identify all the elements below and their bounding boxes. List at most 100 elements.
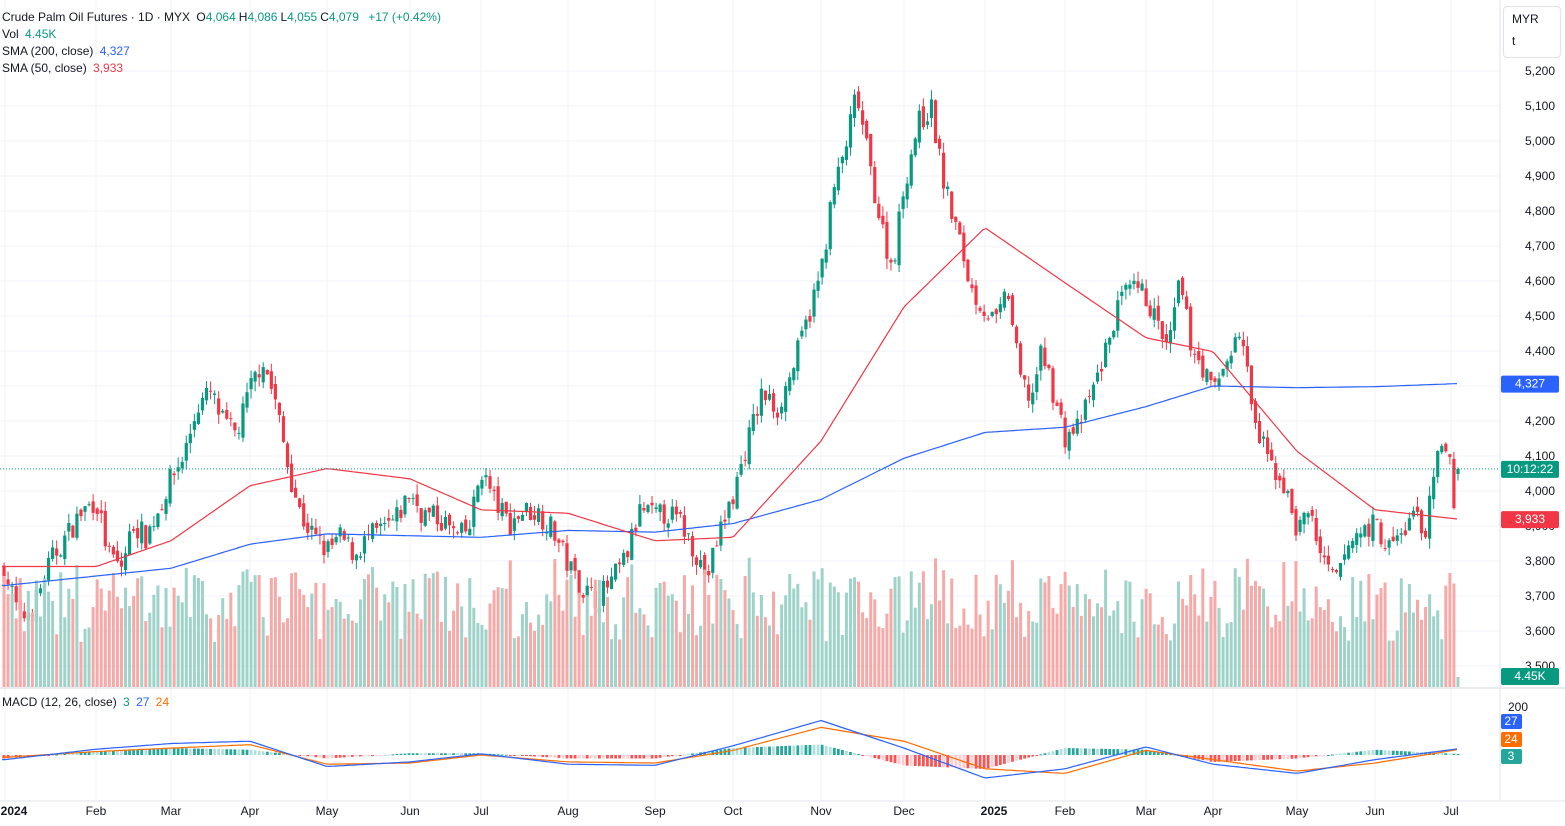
volume-bar: [1221, 637, 1225, 687]
volume-bar: [225, 618, 229, 687]
volume-bar: [47, 591, 51, 687]
candle-body: [1363, 525, 1367, 537]
x-tick-label: Mar: [161, 804, 182, 818]
legend-sma200-row[interactable]: SMA (200, close) 4,327: [2, 43, 133, 60]
macd-hist-bar: [687, 753, 690, 755]
macd-hist-bar: [674, 755, 678, 756]
candle-body: [933, 100, 938, 144]
candle-body: [1128, 284, 1132, 289]
volume-bar: [67, 588, 71, 687]
volume-bar: [699, 625, 703, 687]
macd-hist-bar: [55, 754, 59, 756]
candle-body: [484, 475, 488, 478]
ohlc-value-o: 4,064: [205, 10, 236, 24]
volume-bar: [630, 564, 634, 687]
volume-bar: [1326, 599, 1330, 687]
volume-bar: [703, 569, 707, 687]
candle-body: [1213, 378, 1217, 382]
macd-hist-bar: [614, 755, 617, 759]
candle-body: [71, 525, 75, 538]
volume-bar: [557, 594, 561, 687]
sma50-value: 3,933: [93, 61, 124, 75]
macd-hist-bar: [573, 755, 577, 759]
volume-bar: [249, 581, 253, 687]
volume-bar: [759, 595, 763, 687]
macd-legend[interactable]: MACD (12, 26, close) 3 27 24: [2, 694, 172, 711]
candle-body: [1002, 291, 1006, 308]
candle-body: [443, 517, 448, 529]
candle-body: [180, 461, 184, 469]
volume-bar: [678, 632, 682, 687]
candle-body: [844, 146, 849, 160]
candle-body: [929, 99, 934, 118]
candle-body: [447, 514, 452, 526]
candle-body: [370, 523, 375, 540]
candle-body: [605, 580, 610, 588]
candle-body: [711, 547, 715, 573]
volume-bar: [646, 625, 650, 687]
macd-hist-bar: [346, 755, 350, 758]
volume-bar: [925, 619, 929, 687]
macd-hist-bar: [1116, 749, 1120, 755]
volume-bar: [1440, 639, 1444, 687]
macd-hist-bar: [71, 753, 75, 755]
volume-bar: [1039, 578, 1043, 687]
volume-bar: [711, 623, 715, 687]
candle-body: [970, 284, 974, 289]
volume-bar: [691, 585, 695, 687]
symbol-title[interactable]: Crude Palm Oil Futures · 1D · MYX: [2, 10, 191, 24]
volume-bar: [1213, 580, 1217, 687]
macd-hist-bar: [909, 755, 913, 766]
macd-hist-bar: [188, 748, 192, 755]
candle-body: [38, 588, 43, 594]
volume-bar: [877, 626, 881, 687]
candle-body: [885, 221, 889, 259]
candle-body: [1371, 514, 1375, 541]
volume-bar: [1282, 562, 1286, 687]
candle-body: [767, 394, 772, 400]
macd-hist-bar: [881, 755, 885, 761]
volume-bar: [978, 614, 982, 687]
candle-body: [51, 547, 55, 559]
volume-bar: [95, 579, 99, 687]
macd-hist-bar: [156, 748, 160, 755]
legend-sma50-row[interactable]: SMA (50, close) 3,933: [2, 60, 126, 77]
candle-body: [642, 508, 646, 511]
volume-bar: [160, 627, 164, 687]
candle-body: [1168, 330, 1173, 344]
volume-bar: [411, 579, 415, 687]
currency-unit-button[interactable]: MYR t: [1503, 6, 1561, 58]
volume-bar: [1258, 586, 1262, 687]
macd-hist-bar: [314, 755, 318, 758]
macd-hist-bar: [1395, 750, 1399, 755]
candle-body: [994, 309, 998, 315]
candle-body: [609, 576, 614, 590]
volume-bar: [686, 613, 690, 687]
candle-body: [172, 473, 176, 476]
candle-body: [1132, 280, 1136, 285]
candle-body: [6, 579, 10, 585]
macd-hist-bar: [326, 755, 330, 759]
candle-body: [942, 152, 946, 189]
macd-hist-bar: [784, 745, 788, 755]
macd-hist-bar: [994, 755, 998, 767]
volume-bar: [537, 614, 541, 687]
candle-body: [670, 506, 674, 520]
candle-body: [613, 563, 618, 580]
volume-bar: [614, 624, 618, 687]
legend-volume-row[interactable]: Vol 4.45K: [2, 26, 59, 43]
macd-hist-bar: [978, 755, 982, 769]
candle-body: [472, 496, 476, 528]
candle-body: [1257, 421, 1262, 444]
volume-bar: [508, 560, 512, 687]
volume-bar: [1436, 610, 1440, 687]
x-tick-label: Jun: [1365, 804, 1384, 818]
macd-hist-bar: [1387, 750, 1391, 755]
macd-hist-bar: [1144, 749, 1148, 755]
candle-body: [1099, 368, 1104, 372]
macd-hist-value: 3: [123, 695, 130, 709]
candle-body: [148, 526, 152, 544]
candle-body: [690, 536, 695, 557]
